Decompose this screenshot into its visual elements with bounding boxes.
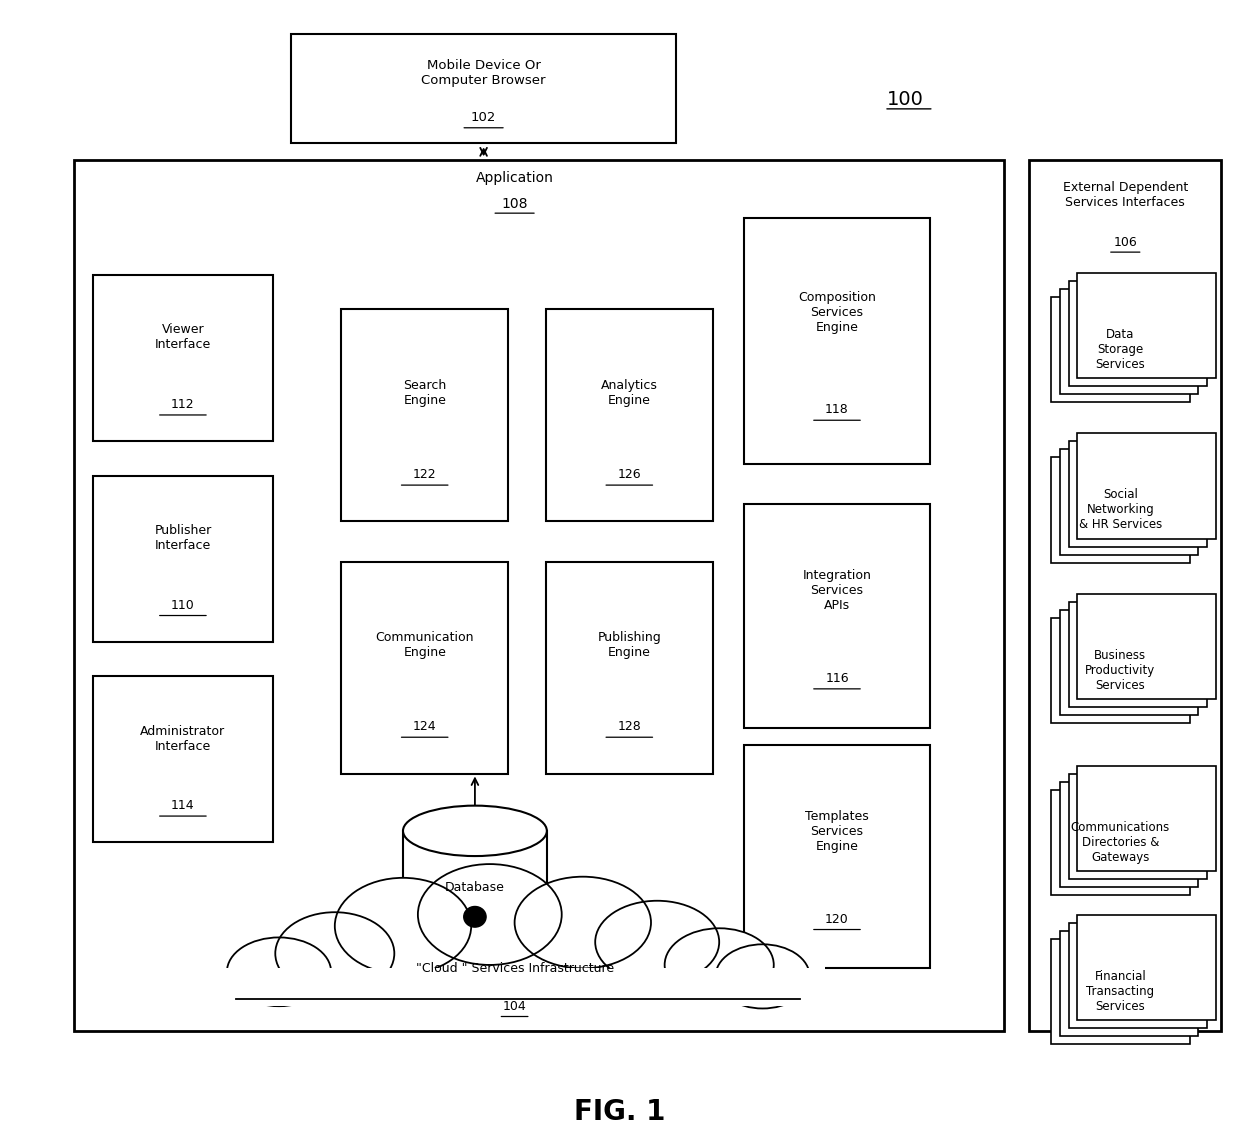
Text: 112: 112	[171, 398, 195, 411]
FancyBboxPatch shape	[1069, 281, 1207, 386]
FancyBboxPatch shape	[744, 745, 930, 968]
Text: 124: 124	[413, 721, 436, 733]
Text: 128: 128	[618, 721, 641, 733]
Text: Business
Productivity
Services: Business Productivity Services	[1085, 649, 1156, 692]
FancyBboxPatch shape	[1052, 939, 1189, 1044]
Text: External Dependent
Services Interfaces: External Dependent Services Interfaces	[1063, 181, 1188, 209]
Text: 118: 118	[825, 403, 849, 416]
FancyBboxPatch shape	[341, 562, 508, 774]
FancyBboxPatch shape	[1029, 160, 1221, 1031]
Text: 116: 116	[825, 672, 849, 685]
FancyBboxPatch shape	[1052, 457, 1189, 563]
FancyBboxPatch shape	[1052, 297, 1189, 402]
Polygon shape	[223, 968, 818, 1006]
Text: 114: 114	[171, 799, 195, 813]
Text: 104: 104	[502, 999, 527, 1013]
Polygon shape	[217, 945, 825, 1003]
Ellipse shape	[335, 878, 471, 974]
FancyBboxPatch shape	[1078, 273, 1215, 378]
Text: Database: Database	[445, 881, 505, 894]
FancyBboxPatch shape	[1060, 610, 1198, 715]
FancyBboxPatch shape	[1078, 594, 1215, 699]
FancyBboxPatch shape	[1078, 433, 1215, 539]
FancyBboxPatch shape	[1052, 618, 1189, 723]
Ellipse shape	[403, 806, 547, 856]
FancyBboxPatch shape	[1069, 441, 1207, 547]
FancyBboxPatch shape	[93, 275, 273, 441]
Text: 102: 102	[471, 111, 496, 124]
Text: Data
Storage
Services: Data Storage Services	[1095, 328, 1146, 371]
Text: FIG. 1: FIG. 1	[574, 1098, 666, 1125]
FancyBboxPatch shape	[1069, 923, 1207, 1028]
FancyBboxPatch shape	[1069, 602, 1207, 707]
Text: "Cloud " Services Infrastructure: "Cloud " Services Infrastructure	[415, 961, 614, 975]
FancyBboxPatch shape	[1060, 931, 1198, 1036]
Ellipse shape	[665, 928, 774, 1002]
Text: 100: 100	[887, 91, 924, 109]
Text: Publisher
Interface: Publisher Interface	[154, 524, 212, 552]
FancyBboxPatch shape	[1060, 289, 1198, 394]
FancyBboxPatch shape	[341, 309, 508, 521]
Text: Application: Application	[476, 171, 553, 185]
Text: Social
Networking
& HR Services: Social Networking & HR Services	[1079, 488, 1162, 532]
Text: Viewer
Interface: Viewer Interface	[155, 323, 211, 352]
Text: Communications
Directories &
Gateways: Communications Directories & Gateways	[1070, 821, 1171, 864]
FancyBboxPatch shape	[93, 476, 273, 642]
Text: 110: 110	[171, 598, 195, 612]
Text: Mobile Device Or
Computer Browser: Mobile Device Or Computer Browser	[422, 58, 546, 87]
FancyBboxPatch shape	[744, 504, 930, 728]
Text: Integration
Services
APIs: Integration Services APIs	[802, 570, 872, 612]
Polygon shape	[403, 831, 547, 940]
Text: Templates
Services
Engine: Templates Services Engine	[805, 810, 869, 853]
Text: 106: 106	[1114, 236, 1137, 250]
FancyBboxPatch shape	[1078, 766, 1215, 871]
FancyBboxPatch shape	[1069, 774, 1207, 879]
Text: 122: 122	[413, 469, 436, 481]
FancyBboxPatch shape	[546, 562, 713, 774]
Ellipse shape	[595, 901, 719, 983]
Text: Publishing
Engine: Publishing Engine	[598, 630, 661, 659]
Text: 126: 126	[618, 469, 641, 481]
Text: 120: 120	[825, 912, 849, 926]
Text: Financial
Transacting
Services: Financial Transacting Services	[1086, 970, 1154, 1013]
Ellipse shape	[227, 937, 331, 1006]
FancyBboxPatch shape	[1060, 782, 1198, 887]
Text: Search
Engine: Search Engine	[403, 378, 446, 407]
Circle shape	[464, 906, 486, 927]
FancyBboxPatch shape	[1052, 790, 1189, 895]
Ellipse shape	[418, 864, 562, 965]
FancyBboxPatch shape	[1060, 449, 1198, 555]
Ellipse shape	[715, 944, 810, 1008]
Ellipse shape	[515, 877, 651, 968]
Text: 108: 108	[501, 197, 528, 211]
Text: Communication
Engine: Communication Engine	[376, 630, 474, 659]
FancyBboxPatch shape	[74, 160, 1004, 1031]
Ellipse shape	[275, 912, 394, 995]
Text: Analytics
Engine: Analytics Engine	[601, 378, 657, 407]
Text: 122: 122	[463, 958, 487, 972]
FancyBboxPatch shape	[291, 34, 676, 143]
FancyBboxPatch shape	[744, 218, 930, 464]
FancyBboxPatch shape	[93, 676, 273, 842]
FancyBboxPatch shape	[546, 309, 713, 521]
FancyBboxPatch shape	[1078, 915, 1215, 1020]
Text: Composition
Services
Engine: Composition Services Engine	[799, 291, 875, 333]
Text: Administrator
Interface: Administrator Interface	[140, 724, 226, 753]
